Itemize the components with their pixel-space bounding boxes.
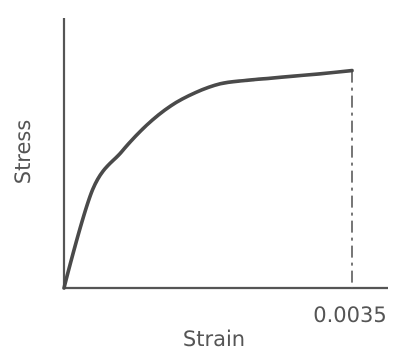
stress-strain-curve xyxy=(62,68,354,290)
x-axis-label: Strain xyxy=(183,327,245,350)
axes xyxy=(62,18,388,290)
x-tick-label-ultimate-strain: 0.0035 xyxy=(313,303,386,327)
y-axis-label: Stress xyxy=(11,120,35,185)
